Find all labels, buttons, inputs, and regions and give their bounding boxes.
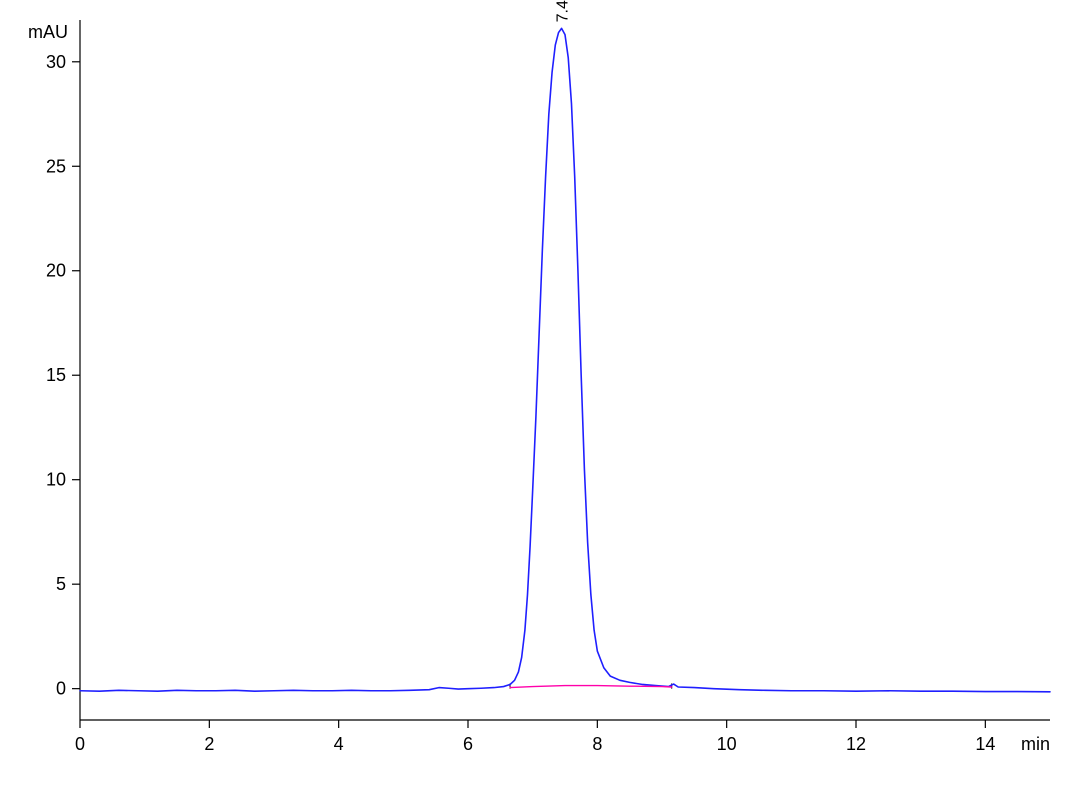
x-tick-label: 8	[592, 734, 602, 754]
y-tick-label: 25	[46, 156, 66, 176]
chart-svg: 0 2 4 6 8 10 12 14 min 0 5 10 15 20 25 30 mAU 7.447	[0, 0, 1080, 792]
series-baseline	[510, 686, 672, 688]
y-tick-label: 30	[46, 52, 66, 72]
x-tick-label: 4	[334, 734, 344, 754]
x-tick-label: 12	[846, 734, 866, 754]
y-tick-label: 5	[56, 574, 66, 594]
x-tick-label: 6	[463, 734, 473, 754]
y-tick-label: 0	[56, 679, 66, 699]
chromatogram-chart: 0 2 4 6 8 10 12 14 min 0 5 10 15 20 25 30 mAU 7.447	[0, 0, 1080, 792]
x-tick-label: 2	[204, 734, 214, 754]
series-signal	[80, 28, 1050, 691]
peak-label: 7.447	[555, 0, 572, 22]
x-tick-label: 0	[75, 734, 85, 754]
y-axis-title: mAU	[28, 22, 68, 42]
x-tick-label: 10	[717, 734, 737, 754]
x-tick-label: 14	[975, 734, 995, 754]
x-axis-title: min	[1021, 734, 1050, 754]
y-tick-label: 15	[46, 365, 66, 385]
y-tick-label: 10	[46, 470, 66, 490]
y-tick-label: 20	[46, 261, 66, 281]
